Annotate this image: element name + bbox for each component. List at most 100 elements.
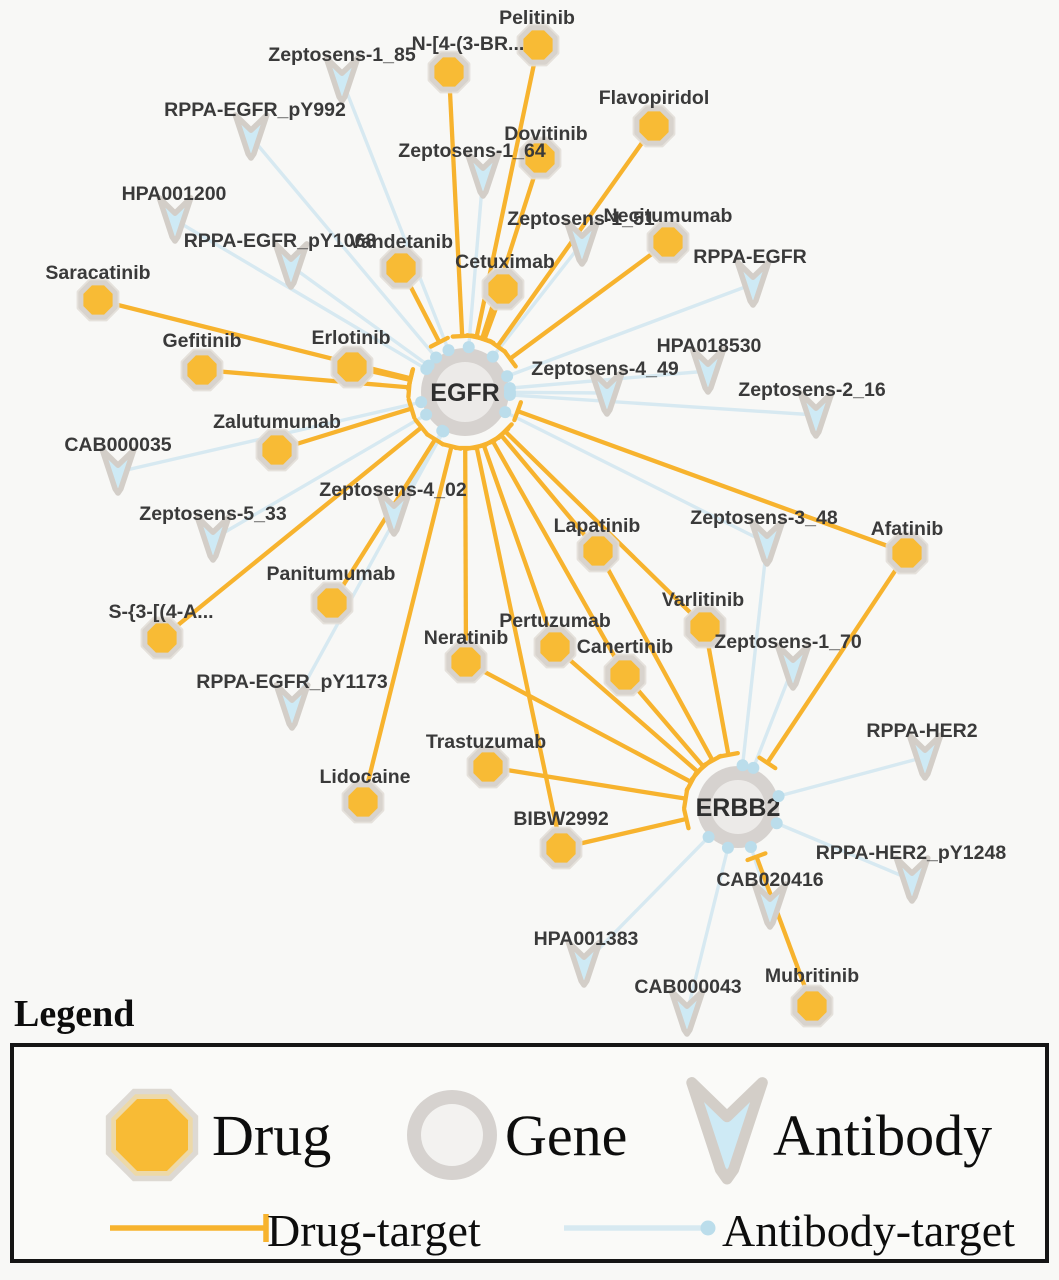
cetuximab-label: Cetuximab — [455, 251, 555, 273]
neratinib-label: Neratinib — [424, 627, 509, 649]
lidocaine-label: Lidocaine — [319, 766, 410, 788]
flavopiridol-label: Flavopiridol — [599, 87, 710, 109]
zeptosens-1-70-label: Zeptosens-1_70 — [714, 631, 862, 653]
drug-target-edge-s-3-4-a-egfr — [160, 425, 423, 640]
canertinib-label: Canertinib — [577, 636, 674, 658]
drug-node-saracatinib — [76, 278, 120, 322]
antibody-target-edge-zeptosens-1-70-erbb2 — [751, 666, 795, 769]
drug-node-flavopiridol — [632, 104, 676, 148]
antibody-target-edge-rppa-egfr-py1173-egfr — [290, 430, 445, 708]
gefitinib-label: Gefitinib — [162, 330, 241, 352]
antibody-target-edge-rppa-egfr-egfr — [506, 282, 754, 378]
necitumumab-label: Necitumumab — [604, 205, 733, 227]
drug-node-vandetanib — [379, 246, 423, 290]
vandetanib-label: Vandetanib — [349, 231, 453, 253]
antibody-target-edge-icon — [552, 1205, 727, 1255]
bibw2992-label: BIBW2992 — [513, 808, 609, 830]
drug-target-edge-pertuzumab-erbb2 — [553, 645, 700, 774]
antibody-target-endpoint-zeptosens-5-33-egfr — [420, 408, 433, 421]
antibody-node-zeptosens-1-85 — [323, 55, 361, 104]
zalutumumab-label: Zalutumumab — [213, 411, 341, 433]
gene-node-egfr: EGFR — [421, 348, 509, 436]
antibody-target-endpoint-cab020416-erbb2 — [744, 840, 757, 853]
antibody-target-edge-cab000043-erbb2 — [685, 847, 730, 1014]
layer-dot — [415, 341, 785, 854]
antibody-node-zeptosens-5-33 — [194, 514, 232, 563]
dovitinib-label: Dovitinib — [504, 123, 587, 145]
antibody-node-zeptosens-4-49 — [588, 368, 626, 417]
hpa001383-label: HPA001383 — [534, 928, 639, 950]
drug-target-tack-necitumumab-egfr — [502, 348, 518, 369]
drug-target-edge-necitumumab-egfr — [508, 240, 670, 361]
gene-label-erbb2: ERBB2 — [696, 794, 781, 822]
legend-label-gene: Gene — [505, 1103, 628, 1168]
rppa-egfr-label: RPPA-EGFR — [693, 246, 806, 268]
erlotinib-label: Erlotinib — [311, 327, 390, 349]
drug-node-gefitinib — [180, 348, 224, 392]
antibody-target-edge-hpa001200-egfr — [174, 218, 428, 371]
antibody-node-hpa001200 — [156, 195, 194, 244]
antibody-node-zeptosens-1-70 — [774, 642, 812, 691]
antibody-target-edge-hpa001383-erbb2 — [582, 835, 710, 966]
zeptosens-1-51-label: Zeptosens-1_51 — [507, 208, 655, 230]
legend-title: Legend — [14, 993, 135, 1035]
antibody-target-edge-rppa-her2-py1248-erbb2 — [776, 821, 913, 882]
zeptosens-3-48-label: Zeptosens-3_48 — [690, 507, 838, 529]
drug-target-tack-afatinib-erbb2 — [757, 755, 778, 771]
antibody-node-hpa018530 — [689, 346, 727, 395]
antibody-node-cab000043 — [668, 988, 706, 1037]
antibody-target-edge-zeptosens-2-16-egfr — [509, 393, 817, 417]
lapatinib-label: Lapatinib — [554, 515, 641, 537]
drug-target-edge-n-4-3-br-egfr — [446, 71, 465, 337]
antibody-target-edge-zeptosens-1-51-egfr — [491, 241, 584, 358]
drug-target-edge-neratinib-erbb2 — [464, 660, 693, 784]
antibody-target-endpoint-rppa-egfr-py992-egfr — [430, 351, 443, 364]
antibody-target-edge-rppa-egfr-py992-egfr — [249, 135, 438, 359]
rppa-egfr-py1173-label: RPPA-EGFR_pY1173 — [196, 671, 388, 693]
legend-label-antibody-target: Antibody-target — [722, 1205, 1015, 1256]
mubritinib-label: Mubritinib — [765, 965, 859, 987]
legend-label-drug-target: Drug-target — [267, 1205, 481, 1256]
antibody-node-rppa-egfr — [734, 259, 772, 308]
antibody-target-endpoint-zeptosens-3-48-egfr — [499, 406, 512, 419]
antibody-target-endpoint-rppa-egfr-py1173-egfr — [437, 425, 450, 438]
pertuzumab-label: Pertuzumab — [499, 610, 611, 632]
drug-target-tack-mubritinib-erbb2 — [745, 851, 768, 863]
zeptosens-1-85-label: Zeptosens-1_85 — [268, 44, 416, 66]
drug-node-neratinib — [444, 640, 488, 684]
rppa-her2-label: RPPA-HER2 — [866, 720, 977, 742]
antibody-target-edge-zeptosens-4-49-egfr — [509, 390, 608, 395]
drug-node-necitumumab — [646, 220, 690, 264]
zeptosens-4-49-label: Zeptosens-4_49 — [531, 358, 679, 380]
drug-target-tack-trastuzumab-erbb2 — [682, 787, 690, 811]
drug-target-edge-panitumumab-egfr — [330, 438, 437, 605]
zeptosens-4-02-label: Zeptosens-4_02 — [319, 479, 467, 501]
antibody-target-endpoint-rppa-her2-py1248-erbb2 — [770, 817, 783, 830]
drug-target-edge-zalutumumab-egfr — [276, 406, 413, 453]
drug-node-lidocaine — [341, 780, 385, 824]
legend-label-antibody: Antibody — [773, 1103, 993, 1168]
layer-label: Pelitinib N-[4-(3-BR... Dovitinib Flavopiri… — [45, 7, 1006, 998]
drug-node-n-4-3-br — [427, 50, 471, 94]
rppa-her2-py1248-label: RPPA-HER2_pY1248 — [816, 842, 1007, 864]
drug-target-edge-pertuzumab-egfr — [481, 444, 558, 648]
drug-node-panitumumab — [310, 581, 354, 625]
zeptosens-5-33-label: Zeptosens-5_33 — [139, 503, 287, 525]
gene-label-egfr: EGFR — [430, 379, 499, 407]
drug-target-tack-panitumumab-egfr — [424, 432, 446, 447]
antibody-target-edge-zeptosens-3-48-erbb2 — [740, 542, 769, 766]
drug-target-edge-lapatinib-erbb2 — [596, 549, 715, 762]
hpa018530-label: HPA018530 — [657, 335, 762, 357]
drug-node-mubritinib — [790, 984, 834, 1028]
antibody-node-cab000035 — [99, 447, 137, 496]
antibody-target-edge-zeptosens-1-85-egfr — [340, 79, 451, 351]
layer-drug — [76, 23, 929, 1028]
drug-target-edge-canertinib-egfr — [490, 439, 627, 677]
gene-node-icon — [402, 1085, 502, 1190]
saracatinib-label: Saracatinib — [45, 262, 150, 284]
trastuzumab-label: Trastuzumab — [426, 731, 546, 753]
legend-box — [10, 1043, 1049, 1263]
zeptosens-1-64-label: Zeptosens-1_64 — [398, 140, 546, 162]
drug-target-tack-vandetanib-egfr — [428, 335, 450, 349]
drug-target-edge-neratinib-egfr — [463, 447, 469, 663]
